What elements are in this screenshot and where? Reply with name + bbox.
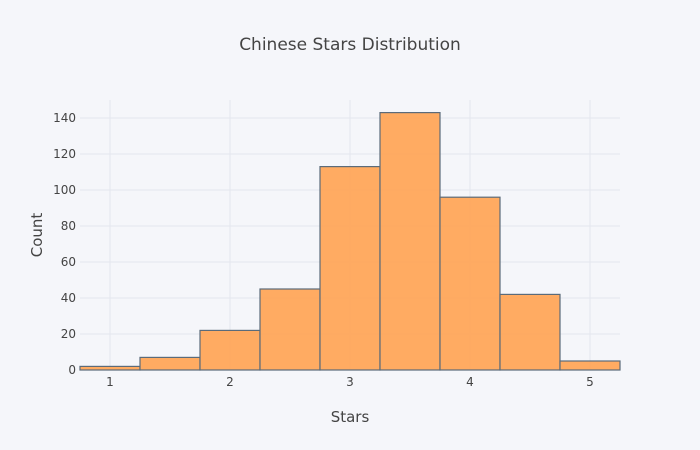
y-axis-title: Count — [28, 213, 46, 258]
x-tick-label: 3 — [346, 375, 354, 389]
x-axis-title: Stars — [331, 408, 370, 426]
histogram-bar — [439, 196, 501, 371]
x-tick-label: 1 — [106, 375, 114, 389]
x-tick-labels: 1 2 3 4 5 — [106, 375, 594, 389]
y-tick-label: 80 — [61, 219, 76, 233]
histogram-bar — [559, 360, 621, 371]
bars-layer — [79, 111, 621, 371]
chart-title: Chinese Stars Distribution — [239, 35, 461, 55]
y-tick-label: 120 — [53, 147, 76, 161]
histogram-bar — [79, 365, 141, 371]
x-tick-label: 4 — [466, 375, 474, 389]
histogram-bar — [319, 166, 381, 371]
x-tick-label: 2 — [226, 375, 234, 389]
histogram-bar — [199, 329, 261, 371]
y-tick-label: 40 — [61, 291, 76, 305]
y-tick-labels: 0 20 40 60 80 100 120 140 — [53, 111, 76, 377]
histogram-bar — [139, 356, 201, 371]
y-tick-label: 140 — [53, 111, 76, 125]
y-tick-label: 60 — [61, 255, 76, 269]
histogram-bar — [379, 111, 441, 371]
histogram-bar — [259, 288, 321, 371]
x-tick-label: 5 — [586, 375, 594, 389]
y-tick-label: 0 — [68, 363, 76, 377]
y-tick-label: 100 — [53, 183, 76, 197]
y-tick-label: 20 — [61, 327, 76, 341]
histogram-bar — [499, 293, 561, 371]
